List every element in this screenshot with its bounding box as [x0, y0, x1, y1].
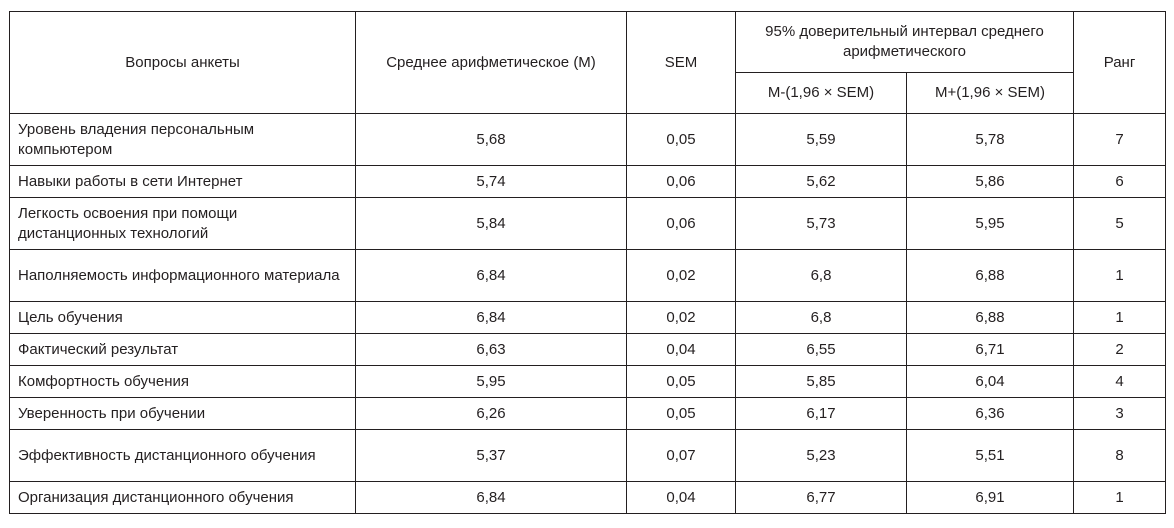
survey-results-table: Вопросы анкеты Среднее арифметическое (M…	[9, 11, 1166, 514]
cell-rank: 5	[1073, 197, 1166, 250]
cell-rank: 4	[1073, 365, 1166, 398]
cell-mean: 5,95	[355, 365, 627, 398]
cell-mean: 5,84	[355, 197, 627, 250]
cell-ci-upper: 6,36	[906, 397, 1074, 430]
cell-mean: 6,84	[355, 481, 627, 514]
cell-sem: 0,06	[626, 197, 736, 250]
cell-mean: 5,68	[355, 113, 627, 166]
cell-sem: 0,05	[626, 113, 736, 166]
header-question: Вопросы анкеты	[9, 11, 356, 114]
table-body: Уровень владения персональным компьютеро…	[9, 113, 1166, 514]
header-rank: Ранг	[1073, 11, 1166, 114]
cell-mean: 6,63	[355, 333, 627, 366]
cell-ci-upper: 5,86	[906, 165, 1074, 198]
cell-rank: 1	[1073, 481, 1166, 514]
table-row: Организация дистанционного обучения 6,84…	[9, 481, 1166, 514]
header-ci-group: 95% доверительный интервал среднего ариф…	[735, 11, 1074, 73]
header-sem: SEM	[626, 11, 736, 114]
cell-question: Наполняемость информационного материала	[9, 249, 356, 302]
cell-rank: 1	[1073, 301, 1166, 334]
cell-rank: 3	[1073, 397, 1166, 430]
cell-ci-lower: 5,59	[735, 113, 907, 166]
table-row: Эффективность дистанционного обучения 5,…	[9, 429, 1166, 482]
cell-question: Цель обучения	[9, 301, 356, 334]
header-ci-upper: M+(1,96 × SEM)	[906, 72, 1074, 114]
cell-sem: 0,05	[626, 365, 736, 398]
cell-ci-upper: 6,88	[906, 301, 1074, 334]
cell-ci-lower: 5,73	[735, 197, 907, 250]
cell-mean: 5,37	[355, 429, 627, 482]
table-row: Легкость освоения при помощи дистанционн…	[9, 197, 1166, 250]
cell-mean: 6,84	[355, 301, 627, 334]
cell-mean: 6,84	[355, 249, 627, 302]
header-row-2: M-(1,96 × SEM) M+(1,96 × SEM)	[10, 72, 1166, 114]
header-row-1: Вопросы анкеты Среднее арифметическое (M…	[9, 11, 1166, 114]
cell-ci-upper: 6,71	[906, 333, 1074, 366]
cell-question: Фактический результат	[9, 333, 356, 366]
cell-ci-upper: 6,04	[906, 365, 1074, 398]
cell-question: Эффективность дистанционного обучения	[9, 429, 356, 482]
cell-ci-upper: 5,95	[906, 197, 1074, 250]
cell-rank: 6	[1073, 165, 1166, 198]
header-ci-lower: M-(1,96 × SEM)	[735, 72, 907, 114]
cell-rank: 2	[1073, 333, 1166, 366]
cell-ci-upper: 6,88	[906, 249, 1074, 302]
cell-question: Навыки работы в сети Интернет	[9, 165, 356, 198]
cell-ci-upper: 6,91	[906, 481, 1074, 514]
cell-ci-lower: 5,85	[735, 365, 907, 398]
cell-rank: 1	[1073, 249, 1166, 302]
cell-ci-lower: 5,62	[735, 165, 907, 198]
cell-sem: 0,04	[626, 333, 736, 366]
cell-rank: 7	[1073, 113, 1166, 166]
cell-ci-upper: 5,78	[906, 113, 1074, 166]
cell-sem: 0,06	[626, 165, 736, 198]
cell-sem: 0,02	[626, 249, 736, 302]
header-mean: Среднее арифметическое (M)	[355, 11, 627, 114]
cell-sem: 0,07	[626, 429, 736, 482]
table-row: Уровень владения персональным компьютеро…	[9, 113, 1166, 166]
table-row: Фактический результат 6,63 0,04 6,55 6,7…	[9, 333, 1166, 366]
table-header: Вопросы анкеты Среднее арифметическое (M…	[9, 11, 1166, 114]
cell-question: Комфортность обучения	[9, 365, 356, 398]
cell-rank: 8	[1073, 429, 1166, 482]
table-row: Наполняемость информационного материала …	[9, 249, 1166, 302]
cell-sem: 0,02	[626, 301, 736, 334]
cell-ci-lower: 6,8	[735, 301, 907, 334]
cell-sem: 0,05	[626, 397, 736, 430]
table-row: Уверенность при обучении 6,26 0,05 6,17 …	[9, 397, 1166, 430]
cell-question: Уверенность при обучении	[9, 397, 356, 430]
table-row: Навыки работы в сети Интернет 5,74 0,06 …	[9, 165, 1166, 198]
cell-ci-lower: 6,17	[735, 397, 907, 430]
cell-question: Легкость освоения при помощи дистанционн…	[9, 197, 356, 250]
cell-ci-lower: 5,23	[735, 429, 907, 482]
table-row: Комфортность обучения 5,95 0,05 5,85 6,0…	[9, 365, 1166, 398]
cell-mean: 6,26	[355, 397, 627, 430]
cell-question: Организация дистанционного обучения	[9, 481, 356, 514]
cell-question: Уровень владения персональным компьютеро…	[9, 113, 356, 166]
cell-ci-upper: 5,51	[906, 429, 1074, 482]
cell-sem: 0,04	[626, 481, 736, 514]
cell-ci-lower: 6,77	[735, 481, 907, 514]
cell-mean: 5,74	[355, 165, 627, 198]
cell-ci-lower: 6,8	[735, 249, 907, 302]
table-row: Цель обучения 6,84 0,02 6,8 6,88 1	[9, 301, 1166, 334]
cell-ci-lower: 6,55	[735, 333, 907, 366]
